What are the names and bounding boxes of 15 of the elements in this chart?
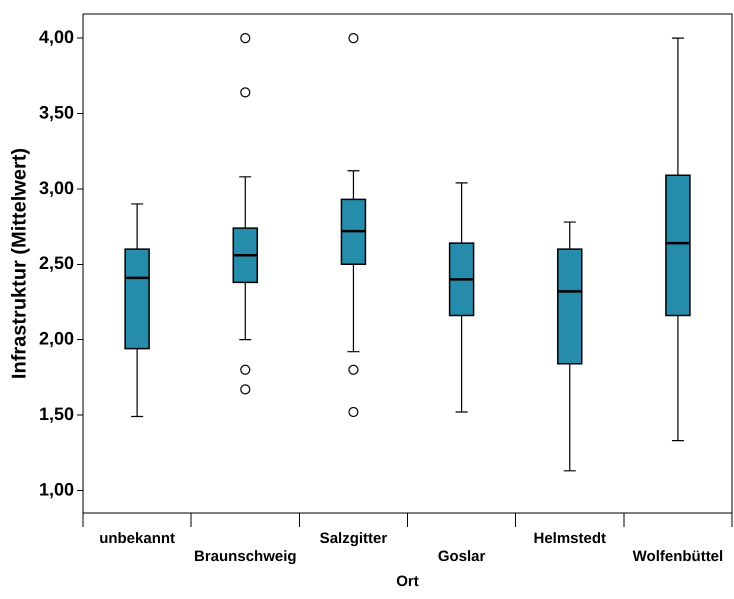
y-tick-label: 1,50 xyxy=(38,404,74,424)
x-axis-title: Ort xyxy=(396,573,419,590)
y-tick-label: 3,50 xyxy=(38,102,74,122)
y-tick-label: 1,00 xyxy=(38,479,74,500)
x-tick-label: unbekannt xyxy=(99,530,176,548)
y-tick-label: 2,50 xyxy=(38,253,74,274)
x-tick-label: Braunschweig xyxy=(194,548,297,566)
x-tick-label: Wolfenbüttel xyxy=(632,548,724,566)
y-tick-label: 2,00 xyxy=(38,328,74,349)
x-tick-label: Salzgitter xyxy=(320,530,388,548)
x-tick-label: Helmstedt xyxy=(533,530,606,548)
y-axis-title: Infrastruktur (Mittelwert) xyxy=(8,148,31,380)
y-tick-label: 3,00 xyxy=(38,178,74,198)
y-tick-label: 4,00 xyxy=(38,27,74,48)
x-tick-label: Goslar xyxy=(438,548,486,566)
